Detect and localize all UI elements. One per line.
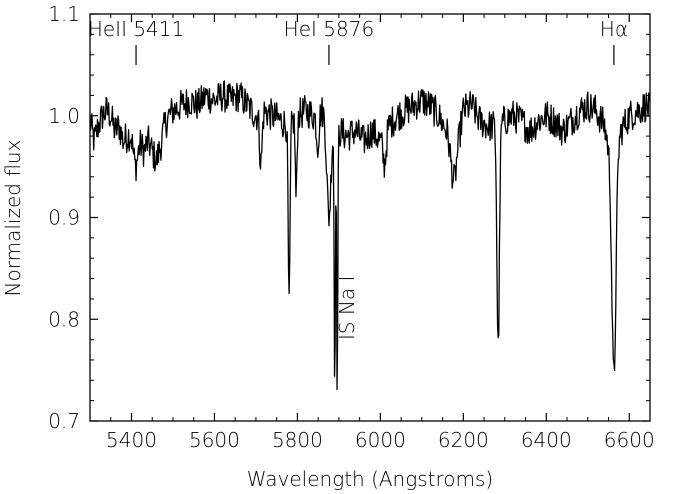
plot-area bbox=[89, 80, 651, 391]
annotation-label: HeII 5411 bbox=[88, 17, 184, 41]
na-annotation-label: IS Na I bbox=[335, 276, 359, 340]
x-axis: 5400 5600 5800 6000 6200 6400 6600 bbox=[89, 14, 655, 452]
y-tick-label: 0.7 bbox=[48, 409, 80, 433]
x-tick-label: 5600 bbox=[189, 428, 240, 452]
x-tick-label: 6600 bbox=[604, 428, 655, 452]
x-tick-label: 6000 bbox=[355, 428, 406, 452]
annotation-label: Hα bbox=[600, 17, 628, 41]
spectrum-line bbox=[89, 80, 651, 391]
plot-frame bbox=[89, 13, 651, 422]
y-axis-title: Normalized flux bbox=[1, 140, 25, 297]
y-tick-label: 0.9 bbox=[48, 206, 80, 230]
x-tick-label: 6400 bbox=[521, 428, 572, 452]
x-axis-title: Wavelength (Angstroms) bbox=[247, 467, 493, 491]
y-tick-label: 1.0 bbox=[48, 104, 80, 128]
x-tick-label: 5800 bbox=[272, 428, 323, 452]
y-tick-label: 0.8 bbox=[48, 307, 80, 331]
annotation-label: HeI 5876 bbox=[284, 17, 375, 41]
x-tick-label: 5400 bbox=[106, 428, 157, 452]
line-annotations: HeII 5411 HeI 5876 Hα IS Na I bbox=[88, 17, 628, 340]
x-tick-label: 6200 bbox=[438, 428, 489, 452]
y-tick-label: 1.1 bbox=[48, 2, 80, 26]
y-axis: 0.7 0.8 0.9 1.0 1.1 bbox=[48, 2, 650, 433]
